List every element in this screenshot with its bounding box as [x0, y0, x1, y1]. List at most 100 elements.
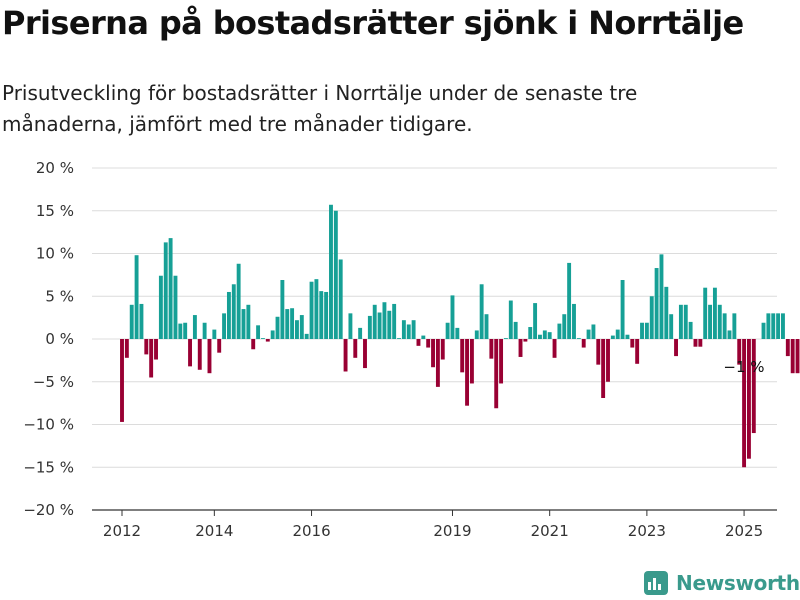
- bar: [683, 304, 688, 339]
- y-tick-label: −5 %: [33, 373, 74, 391]
- bar: [231, 284, 236, 339]
- bar: [737, 339, 742, 365]
- bar: [669, 314, 674, 339]
- bar: [192, 315, 197, 339]
- bar: [290, 308, 295, 339]
- bar: [596, 339, 601, 365]
- bar: [717, 304, 722, 339]
- bar: [338, 259, 343, 339]
- chart-title: Priserna på bostadsrätter sjönk i Norrtä…: [2, 4, 744, 42]
- bar: [246, 304, 251, 339]
- y-tick-label: −20 %: [23, 501, 74, 519]
- bar: [727, 330, 732, 339]
- bar: [610, 335, 615, 339]
- bar: [469, 339, 474, 384]
- y-tick-label: 10 %: [36, 245, 74, 263]
- bar: [197, 339, 202, 370]
- bar: [776, 313, 781, 339]
- bar: [615, 329, 620, 339]
- bar: [693, 339, 698, 347]
- bar: [382, 302, 387, 339]
- bar: [664, 286, 669, 339]
- bar: [124, 339, 129, 358]
- bar: [358, 327, 363, 339]
- bar: [586, 329, 591, 339]
- bar: [270, 330, 275, 339]
- bar: [260, 338, 265, 339]
- bar: [188, 339, 192, 367]
- bar: [236, 263, 241, 339]
- bar: [363, 339, 367, 369]
- bar: [552, 339, 557, 358]
- x-axis-ticks: 2012 2014 2016 2019 2021 2023 2025: [103, 510, 763, 540]
- bar: [572, 303, 576, 339]
- bar: [226, 291, 231, 339]
- bar: [178, 323, 183, 339]
- bar: [440, 339, 445, 360]
- bar: [630, 339, 635, 348]
- bar: [426, 339, 431, 348]
- bar: [154, 339, 158, 360]
- bar: [484, 314, 489, 339]
- bar: [348, 313, 353, 339]
- bar: [761, 322, 766, 339]
- y-tick-label: 5 %: [45, 287, 74, 305]
- bar: [392, 303, 397, 339]
- bar: [698, 339, 703, 347]
- bar: [649, 296, 654, 339]
- bar: [606, 339, 610, 382]
- x-tick-label: 2019: [433, 522, 471, 540]
- bar: [790, 339, 795, 374]
- y-tick-label: 15 %: [36, 202, 74, 220]
- bar: [732, 313, 737, 339]
- bar: [678, 304, 683, 339]
- bar: [576, 338, 581, 339]
- bar: [134, 255, 139, 339]
- bar: [581, 339, 586, 348]
- last-value-annotation: −1 %: [723, 358, 764, 376]
- bar: [406, 324, 411, 339]
- bar: [319, 291, 324, 339]
- bar: [304, 333, 309, 339]
- bar: [785, 339, 790, 357]
- bar: [712, 287, 717, 339]
- bar: [265, 339, 270, 342]
- bar: [499, 339, 504, 384]
- bar: [766, 313, 771, 339]
- bar: [771, 313, 776, 339]
- bar: [251, 339, 256, 350]
- bar: [416, 339, 421, 346]
- bar: [562, 314, 567, 339]
- bar: [285, 309, 290, 339]
- bar: [538, 334, 542, 339]
- bar: [222, 313, 227, 339]
- bar: [659, 254, 664, 339]
- bar: [494, 339, 499, 409]
- bar: [129, 304, 134, 339]
- bar: [333, 210, 338, 339]
- bar-series: [120, 204, 800, 468]
- bar: [465, 339, 470, 406]
- bar: [411, 320, 416, 339]
- bar: [163, 242, 168, 339]
- bar: [120, 339, 124, 422]
- bar: [746, 339, 751, 459]
- bar: [567, 262, 572, 339]
- bar: [474, 330, 479, 339]
- x-tick-label: 2023: [628, 522, 666, 540]
- bar: [324, 291, 329, 339]
- bar: [620, 280, 625, 339]
- bar: [377, 312, 382, 339]
- bar: [173, 275, 178, 339]
- bar: [601, 339, 606, 398]
- bar: [513, 321, 518, 339]
- bar: [299, 315, 304, 339]
- bar: [688, 321, 693, 339]
- y-tick-label: 20 %: [36, 159, 74, 177]
- bar: [640, 322, 644, 339]
- bar: [523, 339, 528, 342]
- bar: [158, 275, 163, 339]
- bar-chart-logo-icon: [644, 571, 668, 595]
- bar: [557, 323, 562, 339]
- bar: [518, 339, 523, 357]
